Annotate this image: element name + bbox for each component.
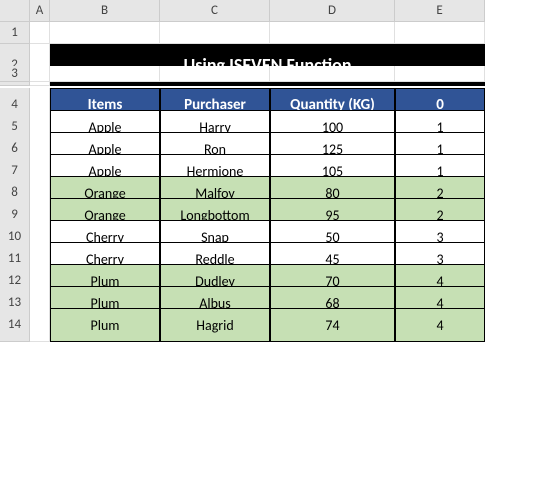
cell-blank[interactable]	[270, 66, 395, 82]
select-all-corner[interactable]	[0, 0, 30, 22]
cell-blank[interactable]	[30, 66, 50, 82]
cell-blank[interactable]	[50, 22, 160, 44]
cell-item[interactable]: Plum	[50, 308, 160, 342]
row-head-1[interactable]: 1	[0, 22, 30, 44]
cell-blank[interactable]	[30, 22, 50, 44]
cell-blank[interactable]	[160, 66, 270, 82]
col-head-e[interactable]: E	[395, 0, 485, 22]
cell-blank[interactable]	[395, 22, 485, 44]
row-head-3[interactable]: 3	[0, 66, 30, 82]
cell-group[interactable]: 4	[395, 308, 485, 342]
cell-a14[interactable]	[30, 308, 50, 342]
row-head-14[interactable]: 14	[0, 308, 30, 342]
cell-quantity[interactable]: 74	[270, 308, 395, 342]
col-head-b[interactable]: B	[50, 0, 160, 22]
cell-purchaser[interactable]: Hagrid	[160, 308, 270, 342]
cell-blank[interactable]	[50, 66, 160, 82]
cell-blank[interactable]	[160, 22, 270, 44]
cell-blank[interactable]	[395, 66, 485, 82]
col-head-a[interactable]: A	[30, 0, 50, 22]
cell-blank[interactable]	[270, 22, 395, 44]
col-head-d[interactable]: D	[270, 0, 395, 22]
col-head-c[interactable]: C	[160, 0, 270, 22]
